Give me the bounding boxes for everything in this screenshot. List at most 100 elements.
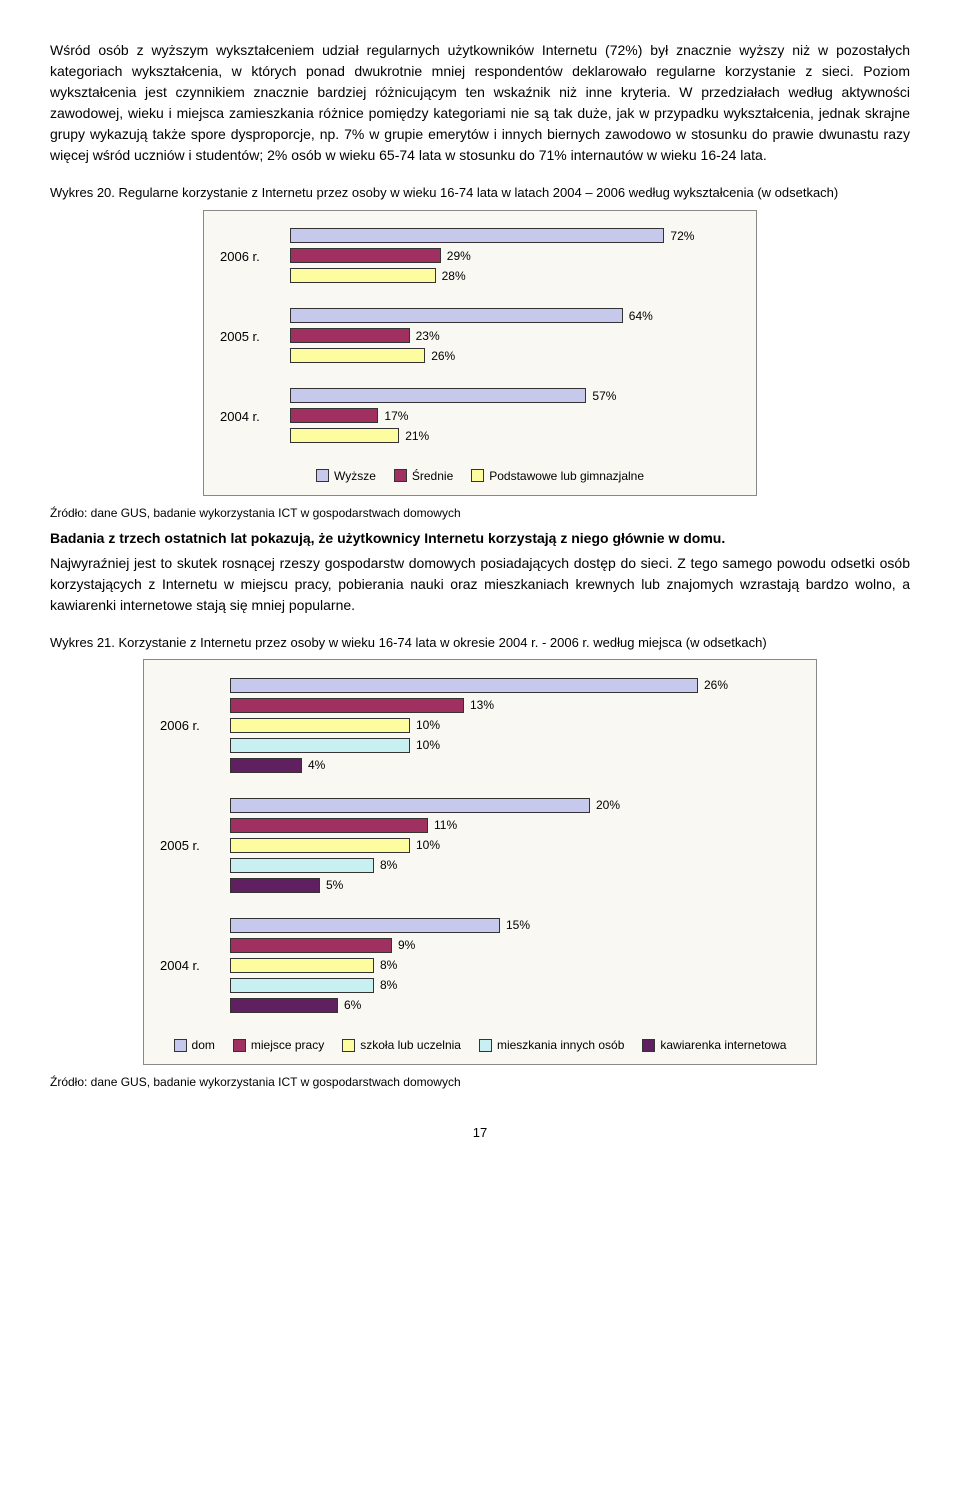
bar-wrap: 9% bbox=[230, 936, 800, 954]
legend-item: dom bbox=[174, 1036, 215, 1054]
year-label: 2006 r. bbox=[220, 247, 290, 267]
bar-value-label: 8% bbox=[380, 856, 397, 874]
bar-wrap: 4% bbox=[230, 756, 800, 774]
legend-swatch bbox=[316, 469, 329, 482]
bar bbox=[290, 248, 441, 263]
bar-value-label: 57% bbox=[592, 387, 616, 405]
bar-wrap: 21% bbox=[290, 427, 740, 445]
bar bbox=[290, 348, 425, 363]
bar-wrap: 8% bbox=[230, 956, 800, 974]
bar-value-label: 21% bbox=[405, 427, 429, 445]
bar-wrap: 10% bbox=[230, 736, 800, 754]
bar-value-label: 8% bbox=[380, 956, 397, 974]
bar-value-label: 72% bbox=[670, 227, 694, 245]
bar-wrap: 13% bbox=[230, 696, 800, 714]
bar bbox=[290, 308, 623, 323]
bar bbox=[230, 798, 590, 813]
bar bbox=[230, 718, 410, 733]
legend-item: Średnie bbox=[394, 467, 453, 485]
bar-wrap: 8% bbox=[230, 976, 800, 994]
bar-wrap: 20% bbox=[230, 796, 800, 814]
legend-item: szkoła lub uczelnia bbox=[342, 1036, 461, 1054]
bar-wrap: 10% bbox=[230, 836, 800, 854]
legend-swatch bbox=[342, 1039, 355, 1052]
bar-wrap: 29% bbox=[290, 247, 740, 265]
bar-value-label: 15% bbox=[506, 916, 530, 934]
legend-swatch bbox=[471, 469, 484, 482]
bar-value-label: 11% bbox=[434, 816, 457, 834]
year-label: 2005 r. bbox=[160, 836, 230, 856]
legend-item: kawiarenka internetowa bbox=[642, 1036, 786, 1054]
legend-label: Średnie bbox=[412, 467, 453, 485]
bar-value-label: 9% bbox=[398, 936, 415, 954]
bar-value-label: 29% bbox=[447, 247, 471, 265]
legend-item: mieszkania innych osób bbox=[479, 1036, 624, 1054]
year-row: 2004 r. 57% 17% 21% bbox=[220, 387, 740, 447]
year-label: 2004 r. bbox=[160, 956, 230, 976]
legend-label: mieszkania innych osób bbox=[497, 1036, 624, 1054]
bar bbox=[290, 328, 410, 343]
bar bbox=[230, 918, 500, 933]
legend-swatch bbox=[174, 1039, 187, 1052]
bar-value-label: 28% bbox=[442, 267, 466, 285]
year-row: 2004 r.15%9%8%8%6% bbox=[160, 916, 800, 1016]
bar-value-label: 4% bbox=[308, 756, 325, 774]
legend-label: Wyższe bbox=[334, 467, 376, 485]
legend-label: miejsce pracy bbox=[251, 1036, 324, 1054]
page-number: 17 bbox=[50, 1123, 910, 1143]
bar-wrap: 5% bbox=[230, 876, 800, 894]
bar bbox=[230, 698, 464, 713]
year-label: 2004 r. bbox=[220, 407, 290, 427]
bar-value-label: 8% bbox=[380, 976, 397, 994]
chart-20-caption: Wykres 20. Regularne korzystanie z Inter… bbox=[50, 184, 910, 202]
bar bbox=[230, 758, 302, 773]
bar bbox=[230, 878, 320, 893]
legend-swatch bbox=[479, 1039, 492, 1052]
source-2: Źródło: dane GUS, badanie wykorzystania … bbox=[50, 1073, 910, 1091]
bar-wrap: 10% bbox=[230, 716, 800, 734]
bar-wrap: 64% bbox=[290, 307, 740, 325]
bar-wrap: 23% bbox=[290, 327, 740, 345]
source-1: Źródło: dane GUS, badanie wykorzystania … bbox=[50, 504, 910, 522]
bar bbox=[230, 738, 410, 753]
chart-20: 2006 r. 72% 29% 28% 2005 r.64% 23% 26% 2004 r. 5… bbox=[203, 210, 757, 496]
bar-wrap: 11% bbox=[230, 816, 800, 834]
legend-swatch bbox=[642, 1039, 655, 1052]
bar bbox=[230, 678, 698, 693]
bar-value-label: 17% bbox=[384, 407, 408, 425]
legend-item: miejsce pracy bbox=[233, 1036, 324, 1054]
bar-value-label: 10% bbox=[416, 736, 440, 754]
bar-wrap: 72% bbox=[290, 227, 740, 245]
legend-label: kawiarenka internetowa bbox=[660, 1036, 786, 1054]
legend-label: dom bbox=[192, 1036, 215, 1054]
year-row: 2005 r. 20% 11% 10% 8% 5% bbox=[160, 796, 800, 896]
bar bbox=[290, 408, 378, 423]
year-row: 2006 r. 72% 29% 28% bbox=[220, 227, 740, 287]
bar-wrap: 57% bbox=[290, 387, 740, 405]
bar bbox=[230, 978, 374, 993]
bar-wrap: 8% bbox=[230, 856, 800, 874]
bar-value-label: 26% bbox=[704, 676, 728, 694]
bar-wrap: 15% bbox=[230, 916, 800, 934]
bar bbox=[230, 958, 374, 973]
legend-label: szkoła lub uczelnia bbox=[360, 1036, 461, 1054]
bar-value-label: 5% bbox=[326, 876, 343, 894]
bar bbox=[230, 818, 428, 833]
bar-value-label: 10% bbox=[416, 716, 440, 734]
bar-wrap: 28% bbox=[290, 267, 740, 285]
year-row: 2006 r.26%13%10%10%4% bbox=[160, 676, 800, 776]
bar bbox=[290, 388, 586, 403]
paragraph-2-rest: Najwyraźniej jest to skutek rosnącej rze… bbox=[50, 553, 910, 616]
legend-item: Wyższe bbox=[316, 467, 376, 485]
bar-value-label: 10% bbox=[416, 836, 440, 854]
legend: Wyższe Średnie Podstawowe lub gimnazjalne bbox=[220, 467, 740, 485]
legend-label: Podstawowe lub gimnazjalne bbox=[489, 467, 644, 485]
bar bbox=[230, 998, 338, 1013]
bar-wrap: 26% bbox=[290, 347, 740, 365]
year-label: 2005 r. bbox=[220, 327, 290, 347]
bar-value-label: 6% bbox=[344, 996, 361, 1014]
bar-value-label: 23% bbox=[416, 327, 440, 345]
legend-swatch bbox=[394, 469, 407, 482]
year-row: 2005 r.64% 23% 26% bbox=[220, 307, 740, 367]
paragraph-2-bold: Badania z trzech ostatnich lat pokazują,… bbox=[50, 528, 910, 549]
